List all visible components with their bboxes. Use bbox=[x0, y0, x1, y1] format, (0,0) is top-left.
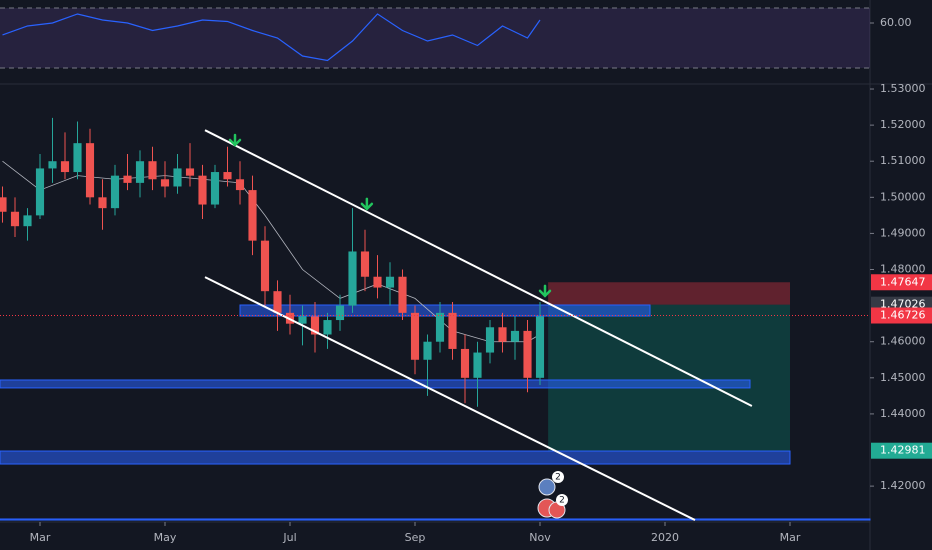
x-tick-label: Sep bbox=[405, 531, 426, 544]
candle-body bbox=[385, 276, 395, 288]
price-label: 1.47026 bbox=[880, 298, 926, 311]
stop-zone bbox=[548, 282, 790, 305]
candle-body bbox=[398, 276, 407, 313]
y-tick-label: 1.42000 bbox=[880, 479, 926, 492]
signal-arrow bbox=[228, 133, 242, 147]
y-tick-label: 1.46000 bbox=[880, 335, 926, 348]
candle-body bbox=[423, 341, 432, 360]
zone bbox=[0, 379, 751, 389]
candle-body bbox=[160, 179, 170, 187]
event-badge: 2 bbox=[555, 473, 561, 483]
y-tick-label: 1.45000 bbox=[880, 371, 926, 384]
y-tick-label: 1.51000 bbox=[880, 154, 926, 167]
y-tick-label: 1.44000 bbox=[880, 407, 926, 420]
y-tick-label: 1.48000 bbox=[880, 263, 926, 276]
candle-body bbox=[535, 316, 545, 378]
candle-body bbox=[235, 179, 245, 191]
candle-body bbox=[23, 215, 32, 227]
zone bbox=[0, 450, 791, 465]
candle-body bbox=[323, 320, 332, 335]
candle-body bbox=[123, 175, 132, 183]
candle-body bbox=[60, 161, 70, 173]
y-tick-label: 1.50000 bbox=[880, 190, 926, 203]
candle-body bbox=[523, 330, 532, 378]
candle-body bbox=[485, 327, 495, 353]
x-tick-label: 2020 bbox=[651, 531, 679, 544]
candle-body bbox=[460, 348, 470, 378]
candle-body bbox=[0, 197, 7, 212]
signal-arrow bbox=[538, 284, 552, 298]
price-label: 1.42981 bbox=[880, 444, 926, 457]
x-tick-label: Jul bbox=[282, 531, 296, 544]
event-icon bbox=[538, 478, 556, 496]
event-badge: 2 bbox=[559, 496, 565, 506]
candle-body bbox=[110, 175, 120, 209]
x-tick-label: Mar bbox=[780, 531, 801, 544]
candle-body bbox=[35, 168, 45, 216]
candle-body bbox=[223, 172, 232, 180]
candle-body bbox=[498, 327, 507, 342]
candle-body bbox=[510, 330, 520, 342]
price-label-bg bbox=[871, 442, 932, 459]
candle-body bbox=[148, 161, 157, 180]
candle-body bbox=[298, 316, 307, 324]
y-tick-label: 1.49000 bbox=[880, 226, 926, 239]
x-tick-label: May bbox=[154, 531, 177, 544]
candle-body bbox=[410, 312, 420, 360]
candle-body bbox=[135, 161, 145, 183]
rsi-tick-label: 60.00 bbox=[880, 16, 912, 29]
candle-body bbox=[210, 172, 220, 205]
rsi-band bbox=[0, 7, 870, 68]
price-label: 1.46726 bbox=[880, 309, 926, 322]
candle-body bbox=[98, 197, 107, 209]
rsi-line bbox=[2, 13, 541, 62]
candle-body bbox=[373, 276, 382, 288]
y-tick-label: 1.52000 bbox=[880, 118, 926, 131]
candle-body bbox=[273, 291, 282, 313]
candle-body bbox=[348, 251, 357, 306]
candle-body bbox=[10, 211, 20, 227]
zone bbox=[239, 304, 651, 317]
zone bbox=[0, 518, 871, 521]
x-tick-label: Nov bbox=[529, 531, 551, 544]
candle-body bbox=[85, 143, 95, 198]
trend-line bbox=[204, 276, 696, 521]
price-label: 1.47647 bbox=[880, 275, 926, 288]
candle-body bbox=[310, 316, 320, 335]
target-zone bbox=[548, 304, 790, 451]
candle-body bbox=[360, 251, 370, 277]
y-tick-label: 1.53000 bbox=[880, 82, 926, 95]
moving-average bbox=[2, 160, 541, 343]
signal-arrow bbox=[360, 197, 374, 211]
event-icons: 2 2 bbox=[537, 471, 568, 519]
trend-line bbox=[204, 129, 753, 407]
candle-body bbox=[260, 240, 270, 292]
candle-body bbox=[248, 190, 257, 241]
price-label-bg bbox=[871, 307, 932, 324]
candle-body bbox=[173, 168, 182, 187]
x-tick-label: Mar bbox=[30, 531, 51, 544]
candle-body bbox=[473, 352, 482, 378]
event-badge-bg bbox=[552, 471, 564, 483]
candle-body bbox=[335, 305, 345, 321]
candle-body bbox=[435, 312, 445, 342]
candle-body bbox=[185, 168, 195, 176]
candle-body bbox=[48, 161, 57, 169]
event-badge-bg bbox=[556, 494, 568, 506]
candle-body bbox=[198, 175, 207, 205]
candle-body bbox=[73, 143, 82, 173]
candle-body bbox=[448, 312, 457, 349]
price-label-bg bbox=[871, 274, 932, 291]
